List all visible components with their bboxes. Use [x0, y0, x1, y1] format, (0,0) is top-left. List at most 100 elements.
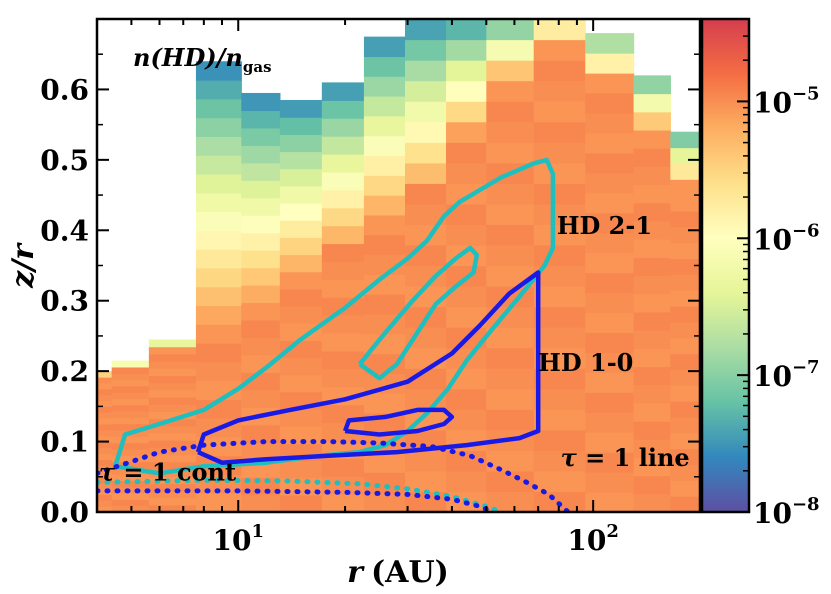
heatmap-cell	[446, 162, 487, 184]
heatmap-cell	[670, 496, 700, 512]
x-tick-label: 101	[212, 521, 264, 557]
heatmap-cell	[533, 306, 586, 328]
heatmap-cell	[321, 82, 365, 101]
heatmap-cell	[148, 418, 197, 427]
heatmap-cell	[279, 494, 323, 512]
heatmap-cell	[585, 73, 635, 94]
heatmap-cell	[446, 450, 487, 472]
heatmap-cell	[670, 306, 700, 323]
heatmap-cell	[446, 39, 487, 61]
heatmap-cell	[486, 409, 535, 431]
plot-area	[97, 19, 700, 512]
heatmap-cell	[404, 203, 447, 226]
series-line	[97, 477, 504, 512]
heatmap-cell	[148, 490, 197, 499]
heatmap-column	[404, 19, 447, 512]
heatmap-cell	[670, 210, 700, 228]
heatmap-cell	[195, 249, 242, 269]
heatmap-cell	[670, 163, 700, 180]
heatmap-cell	[241, 92, 281, 112]
heatmap-cell	[404, 183, 447, 205]
heatmap-cell	[321, 118, 365, 137]
heatmap-cell	[486, 368, 535, 390]
heatmap-cell	[363, 234, 406, 256]
heatmap-cell	[446, 183, 487, 205]
heatmap-cell	[195, 342, 242, 363]
heatmap-cell	[111, 423, 150, 431]
heatmap-cell	[633, 129, 671, 149]
heatmap-cell	[533, 244, 586, 267]
heatmap-cell	[533, 101, 586, 123]
heatmap-cell	[279, 357, 323, 376]
heatmap-cell	[321, 189, 365, 209]
heatmap-cell	[585, 292, 635, 314]
heatmap-cell	[241, 354, 281, 373]
heatmap-cell	[533, 60, 586, 82]
heatmap-cell	[633, 384, 671, 404]
heatmap-cell	[486, 327, 535, 349]
heatmap-cell	[670, 480, 700, 497]
heatmap-cell	[363, 195, 406, 216]
heatmap-cell	[404, 60, 447, 82]
y-tick-label: 0.1	[40, 426, 89, 459]
heatmap-cell	[446, 286, 487, 308]
heatmap-cell	[241, 285, 281, 304]
colorbar-gradient	[702, 19, 749, 512]
heatmap-cell	[148, 375, 197, 384]
heatmap-cell	[585, 412, 635, 433]
heatmap-cell	[279, 306, 323, 324]
heatmap-cell	[97, 412, 113, 419]
heatmap-cell	[97, 482, 113, 490]
heatmap-cell	[241, 145, 281, 164]
heatmap-cell	[148, 368, 197, 376]
heatmap-cell	[670, 179, 700, 196]
y-axis-ticks: 0.0 0.1 0.2 0.3 0.4 0.5 0.6	[40, 53, 700, 529]
colorbar-ticks: 10−8 10−7 10−6 10−5	[737, 18, 820, 530]
y-tick-label: 0.0	[40, 496, 89, 529]
heatmap-cell	[279, 220, 323, 238]
heatmap-cell	[111, 474, 150, 482]
heatmap-cell	[533, 429, 586, 451]
heatmap-cell	[670, 321, 700, 339]
heatmap-cell	[404, 450, 447, 472]
heatmap-cell	[148, 361, 197, 369]
heatmap-cell	[321, 207, 365, 227]
series-line	[358, 245, 480, 381]
heatmap-cell	[97, 382, 113, 390]
heatmap-cell	[633, 475, 671, 495]
heatmap-cell	[363, 274, 406, 295]
heatmap-cell	[111, 480, 150, 488]
x-axis-label: r (AU)	[347, 555, 449, 590]
heatmap-cell	[533, 327, 586, 349]
heatmap-cell	[321, 350, 365, 370]
heatmap-cell	[533, 183, 586, 205]
heatmap-cell	[321, 171, 365, 191]
heatmap-cell	[279, 271, 323, 290]
heatmap-cell	[670, 464, 700, 481]
heatmap-cell	[533, 450, 586, 472]
heatmap-cell	[148, 382, 197, 391]
heatmap-cell	[633, 166, 671, 186]
series-lines	[97, 157, 571, 512]
colorbar: 10−8 10−7 10−6 10−5	[700, 17, 820, 530]
series-line	[195, 270, 541, 465]
heatmap-cell	[670, 195, 700, 212]
heatmap-cell	[446, 60, 487, 82]
heatmap-cell	[585, 392, 635, 413]
heatmap-cell	[633, 311, 671, 331]
heatmap-cell	[533, 80, 586, 102]
heatmap-cell	[195, 361, 242, 382]
heatmap-cell	[404, 39, 447, 61]
heatmap-cell	[279, 460, 323, 479]
heatmap-cell	[97, 500, 113, 507]
heatmap-cell	[111, 455, 150, 463]
heatmap-cell	[279, 134, 323, 153]
heatmap-cell	[404, 368, 447, 390]
heatmap-cell	[633, 220, 671, 240]
heatmap-cell	[533, 121, 586, 143]
heatmap-cell	[446, 224, 487, 246]
heatmap-cell	[111, 486, 150, 494]
heatmap-cell	[486, 203, 535, 226]
heatmap-cell	[670, 274, 700, 291]
colorbar-tick-label: 10−5	[753, 83, 820, 119]
